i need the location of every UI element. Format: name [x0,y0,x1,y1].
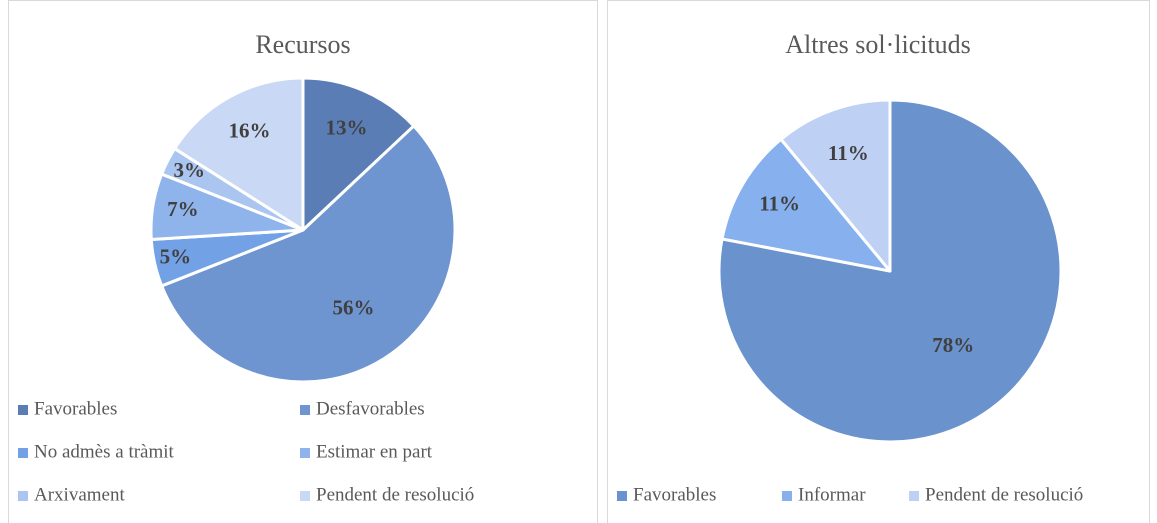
legend-label: No admès a tràmit [34,441,175,462]
data-label: 11% [759,192,800,216]
legend-swatch [300,405,310,415]
legend-swatch [300,491,310,501]
legend-label: Informar [798,484,866,505]
pie-slice [720,137,892,273]
legend-label: Favorables [633,484,716,505]
legend-label: Pendent de resolució [316,484,474,505]
pie-slice [779,98,892,273]
legend-label: Favorables [34,398,117,419]
legend-swatch [617,491,627,501]
pie-slice [173,76,305,232]
legend-swatch [18,448,28,458]
legend-label: Desfavorables [316,398,425,419]
data-label: 78% [932,333,974,357]
chart-title: Altres sol·licituds [785,30,971,59]
data-label: 56% [332,295,374,319]
data-label: 11% [828,141,869,165]
chart-title: Recursos [255,30,350,59]
data-label: 7% [167,197,199,221]
legend-label: Arxivament [34,484,125,505]
pie-slice [301,76,416,232]
data-label: 16% [229,119,271,143]
legend-swatch [18,491,28,501]
legend-label: Estimar en part [316,441,433,462]
legend-swatch [782,491,792,501]
legend-swatch [18,405,28,415]
pie-slice [717,98,1063,444]
legend-swatch [300,448,310,458]
data-label: 13% [325,115,367,139]
data-label: 5% [160,244,192,268]
pie-slice [160,124,457,384]
legend-label: Pendent de resolució [925,484,1083,505]
legend-swatch [909,491,919,501]
